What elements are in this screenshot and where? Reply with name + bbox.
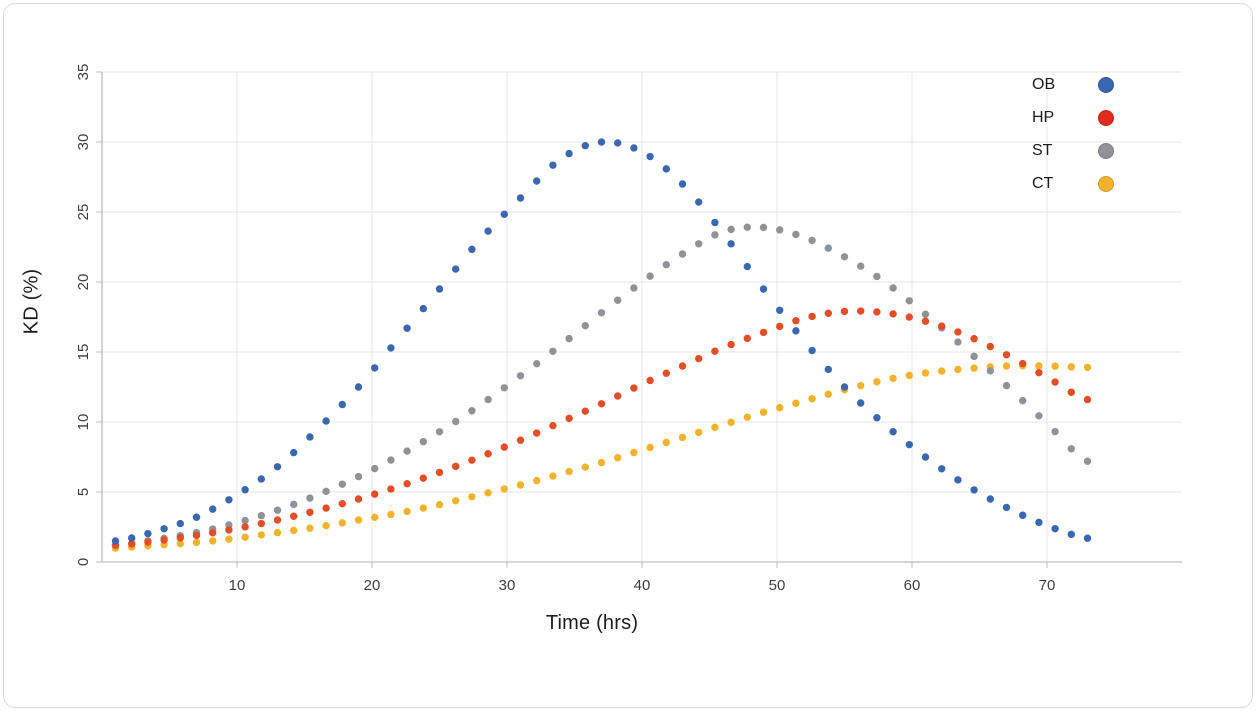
y-tick-labels: 0 5 10 15 20 25 30 35 bbox=[75, 64, 92, 567]
legend: OB HP ST CT bbox=[1032, 72, 1114, 196]
x-tick-labels: 10 20 30 40 50 60 70 bbox=[229, 577, 1056, 594]
svg-text:30: 30 bbox=[499, 577, 516, 594]
series-hp-dots bbox=[111, 307, 1092, 549]
legend-item-st: ST bbox=[1032, 138, 1114, 163]
svg-text:0: 0 bbox=[75, 558, 92, 566]
chart-svg: 10 20 30 40 50 60 70 0 5 10 15 20 25 30 35 bbox=[75, 64, 1182, 594]
axes bbox=[96, 71, 1182, 568]
gridlines bbox=[102, 71, 1182, 563]
x-axis-title: Time (hrs) bbox=[545, 612, 639, 634]
svg-text:35: 35 bbox=[75, 64, 92, 81]
series-st-dots bbox=[111, 223, 1092, 549]
svg-text:15: 15 bbox=[75, 344, 92, 361]
svg-text:10: 10 bbox=[229, 577, 246, 594]
svg-text:20: 20 bbox=[364, 577, 381, 594]
legend-item-ob: OB bbox=[1032, 72, 1114, 97]
legend-item-ct: CT bbox=[1032, 171, 1114, 196]
svg-text:50: 50 bbox=[769, 577, 786, 594]
svg-text:20: 20 bbox=[75, 274, 92, 291]
chart-card: 10 20 30 40 50 60 70 0 5 10 15 20 25 30 35 KD (%) Time… bbox=[3, 3, 1253, 708]
svg-text:25: 25 bbox=[75, 204, 92, 221]
legend-label-hp: HP bbox=[1032, 108, 1055, 126]
svg-text:40: 40 bbox=[634, 577, 651, 594]
series-ob-dots bbox=[111, 138, 1092, 545]
legend-label-ct: CT bbox=[1032, 174, 1054, 192]
legend-swatch-hp bbox=[1098, 109, 1114, 126]
svg-text:60: 60 bbox=[904, 577, 921, 594]
svg-text:30: 30 bbox=[75, 134, 92, 151]
svg-text:10: 10 bbox=[75, 414, 92, 431]
legend-item-hp: HP bbox=[1032, 105, 1114, 130]
svg-text:5: 5 bbox=[75, 488, 92, 496]
legend-swatch-ct bbox=[1098, 175, 1114, 192]
legend-swatch-ob bbox=[1098, 76, 1114, 93]
legend-label-ob: OB bbox=[1032, 75, 1056, 93]
y-axis-title: KD (%) bbox=[20, 268, 43, 335]
legend-label-st: ST bbox=[1032, 141, 1053, 159]
svg-text:70: 70 bbox=[1039, 577, 1056, 594]
legend-swatch-st bbox=[1098, 142, 1114, 159]
